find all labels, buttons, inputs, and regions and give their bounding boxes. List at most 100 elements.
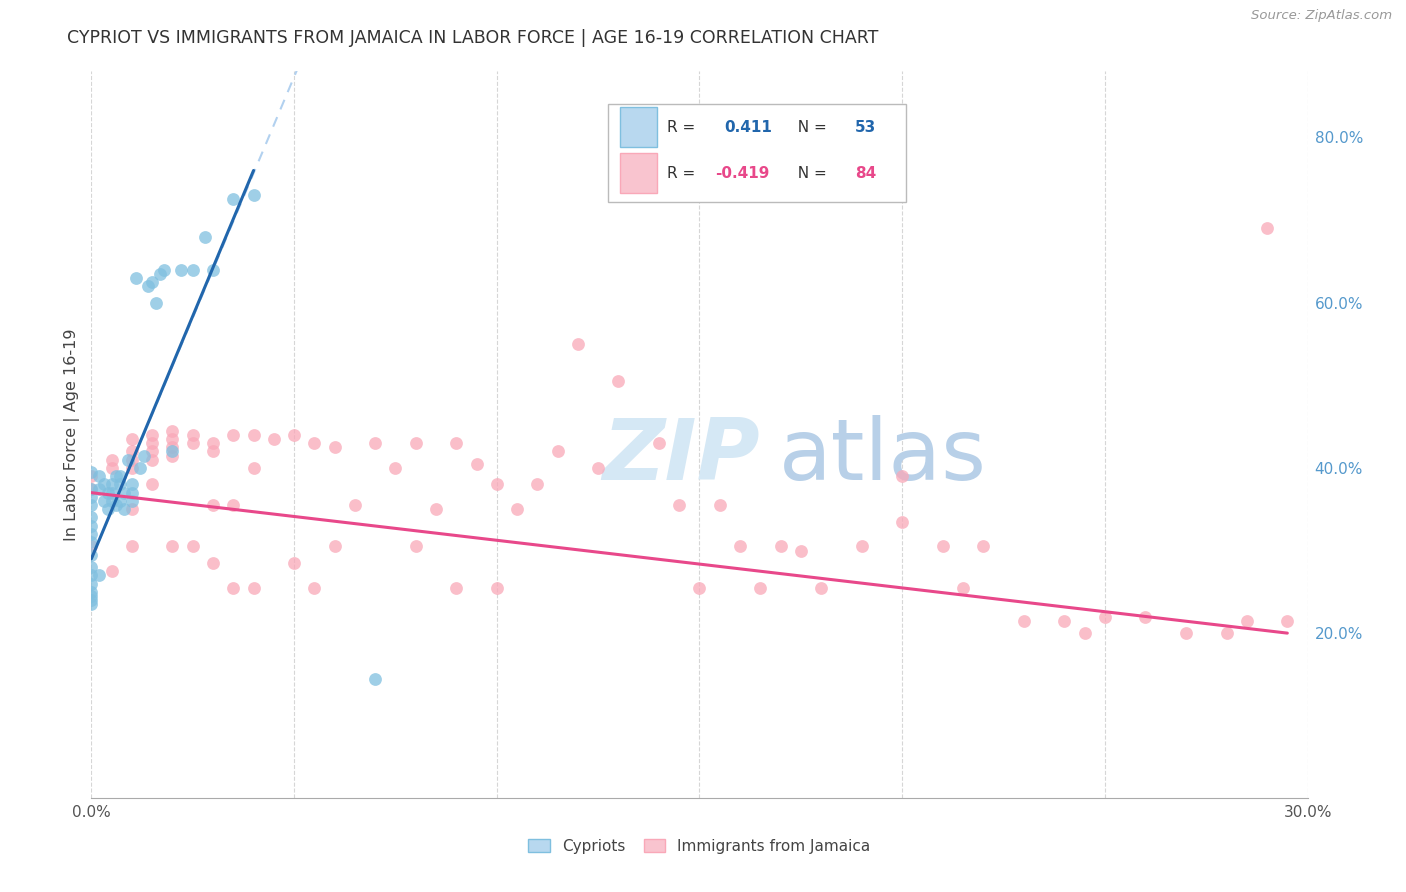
Point (125, 271, 148, 285)
Point (222, 498, 245, 512)
Point (769, 540, 792, 554)
Text: R =: R = (666, 120, 700, 135)
Point (1175, 626, 1198, 640)
Point (121, 502, 143, 516)
Point (100, 494, 122, 508)
Point (810, 581, 832, 595)
Point (89, 568, 111, 582)
Point (749, 581, 772, 595)
Point (364, 672, 387, 686)
Point (100, 461, 122, 475)
Point (112, 502, 135, 516)
Point (547, 444, 569, 458)
FancyBboxPatch shape (620, 153, 657, 194)
Text: R =: R = (666, 166, 700, 181)
Point (112, 485, 135, 500)
Y-axis label: In Labor Force | Age 16-19: In Labor Force | Age 16-19 (65, 328, 80, 541)
Point (567, 337, 589, 351)
Point (121, 461, 143, 475)
Text: 0.411: 0.411 (724, 120, 772, 135)
Point (444, 436, 467, 450)
Point (1073, 626, 1095, 640)
Point (80, 490, 103, 504)
Point (153, 262, 176, 277)
Point (80, 518, 103, 533)
Point (323, 540, 346, 554)
Point (97, 502, 120, 516)
Point (405, 436, 427, 450)
Point (242, 427, 264, 442)
Point (80, 482, 103, 496)
Point (121, 540, 143, 554)
Point (425, 502, 447, 516)
Point (790, 543, 813, 558)
Point (162, 424, 184, 438)
Point (141, 436, 163, 450)
Point (80, 597, 103, 611)
Point (405, 540, 427, 554)
Point (283, 427, 305, 442)
Point (80, 576, 103, 591)
Point (141, 477, 163, 491)
Point (136, 279, 159, 293)
Point (80, 465, 103, 479)
Point (668, 498, 690, 512)
Point (121, 432, 143, 446)
Point (162, 432, 184, 446)
Text: ZIP: ZIP (602, 415, 759, 498)
Point (108, 469, 131, 483)
Point (121, 494, 143, 508)
Point (263, 432, 285, 446)
Point (141, 427, 163, 442)
Point (80, 548, 103, 562)
Point (607, 374, 630, 388)
Point (141, 444, 163, 458)
Point (444, 581, 467, 595)
Point (851, 540, 873, 554)
Point (181, 262, 204, 277)
Point (80, 527, 103, 541)
Point (202, 262, 225, 277)
Point (526, 477, 548, 491)
Point (162, 444, 184, 458)
Point (1215, 626, 1237, 640)
Point (1053, 614, 1076, 628)
Point (222, 427, 245, 442)
Point (100, 564, 122, 578)
Point (145, 295, 167, 310)
Point (80, 510, 103, 524)
Point (202, 444, 225, 458)
Point (80, 482, 103, 496)
Point (89, 469, 111, 483)
Point (169, 262, 191, 277)
Point (80, 568, 103, 582)
Point (931, 540, 953, 554)
Point (80, 589, 103, 603)
Point (688, 581, 710, 595)
Point (132, 449, 155, 463)
Point (648, 436, 671, 450)
Point (485, 477, 508, 491)
Text: N =: N = (789, 166, 832, 181)
Point (80, 540, 103, 554)
Point (100, 485, 122, 500)
Point (80, 469, 103, 483)
Point (384, 461, 406, 475)
Legend: Cypriots, Immigrants from Jamaica: Cypriots, Immigrants from Jamaica (522, 832, 877, 860)
Text: CYPRIOT VS IMMIGRANTS FROM JAMAICA IN LABOR FORCE | AGE 16-19 CORRELATION CHART: CYPRIOT VS IMMIGRANTS FROM JAMAICA IN LA… (67, 29, 879, 46)
Point (1277, 614, 1299, 628)
Point (222, 581, 245, 595)
Point (129, 461, 152, 475)
Point (80, 560, 103, 574)
Point (162, 449, 184, 463)
Point (485, 581, 508, 595)
Point (194, 229, 217, 244)
Point (1256, 221, 1278, 235)
Point (202, 436, 225, 450)
Point (80, 584, 103, 599)
Point (506, 502, 529, 516)
Point (728, 540, 751, 554)
Point (304, 436, 326, 450)
Point (952, 581, 974, 595)
Point (181, 436, 204, 450)
